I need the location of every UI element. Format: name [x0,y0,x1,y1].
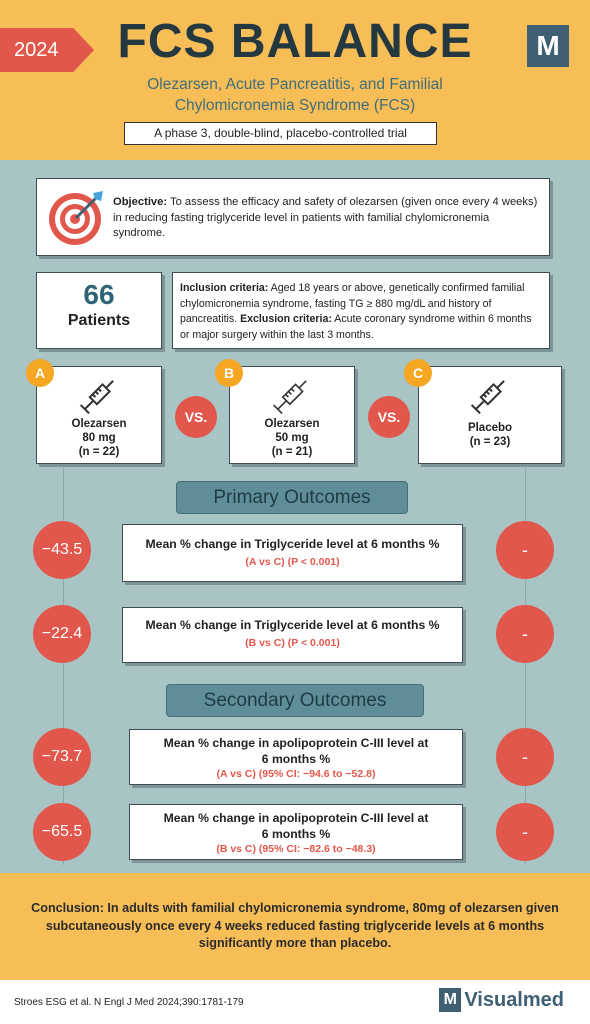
secondary-value-a: −73.7 [33,728,91,786]
arm-b-box: Olezarsen 50 mg (n = 21) [229,366,355,464]
syringe-icon [470,380,505,415]
arm-b-label: Olezarsen 50 mg (n = 21) [264,418,320,458]
primary-outcomes-heading: Primary Outcomes [176,481,408,514]
year-tag: 2024 [0,28,94,72]
target-icon [49,191,103,245]
citation: Stroes ESG et al. N Engl J Med 2024;390:… [14,997,244,1008]
criteria-box: Inclusion criteria: Aged 18 years or abo… [172,272,550,349]
visualmed-wordmark: Visualmed [464,988,564,1011]
footer: Stroes ESG et al. N Engl J Med 2024;390:… [0,980,590,1024]
arm-c-box: Placebo (n = 23) [418,366,562,464]
syringe-icon [273,380,307,414]
primary-outcome-box-b: Mean % change in Triglyceride level at 6… [122,607,463,663]
conclusion-section: Conclusion: In adults with familial chyl… [0,873,590,980]
visualmed-logo[interactable]: M Visualmed [439,988,564,1016]
header: 2024 FCS BALANCE M Olezarsen, Acute Panc… [0,0,590,160]
subtitle: Olezarsen, Acute Pancreatitis, and Famil… [147,76,443,114]
secondary-value-b: −65.5 [33,803,91,861]
page-title: FCS BALANCE [117,15,473,68]
syringe-icon [79,380,114,415]
m-logo-icon: M [527,25,569,67]
arm-b-badge: B [215,359,243,387]
objective-box: Objective: To assess the efficacy and sa… [36,178,550,256]
patients-box: 66 Patients [36,272,162,349]
outcome-stat: (B vs C) (P < 0.001) [245,637,340,649]
primary-value-b: −22.4 [33,605,91,663]
placebo-value: - [496,521,554,579]
arm-a-box: Olezarsen 80 mg (n = 22) [36,366,162,464]
arm-c-badge: C [404,359,432,387]
vs-badge: VS. [368,396,410,438]
primary-value-a: −43.5 [33,521,91,579]
outcome-title: Mean % change in Triglyceride level at 6… [145,618,440,632]
outcome-stat: (B vs C) (95% CI: −82.6 to −48.3) [216,843,376,855]
objective-text: Objective: To assess the efficacy and sa… [113,196,538,239]
guide-line-right [525,465,526,865]
conclusion-text: Conclusion: In adults with familial chyl… [31,901,559,950]
criteria-text: Inclusion criteria: Aged 18 years or abo… [180,282,532,341]
visualmed-m-icon: M [439,988,462,1012]
arm-a-label: Olezarsen 80 mg (n = 22) [71,418,127,458]
patient-count: 66 [83,279,115,310]
outcome-stat: (A vs C) (P < 0.001) [245,556,340,568]
arm-a-badge: A [26,359,54,387]
secondary-outcome-box-b: Mean % change in apolipoprotein C-III le… [129,804,463,860]
trial-design: A phase 3, double-blind, placebo-control… [124,122,437,145]
outcome-stat: (A vs C) (95% CI: −94.6 to −52.8) [216,768,376,780]
patient-label: Patients [67,312,131,329]
primary-outcome-box-a: Mean % change in Triglyceride level at 6… [122,524,463,582]
guide-line-left [63,465,64,865]
secondary-outcomes-heading: Secondary Outcomes [166,684,424,717]
arm-c-label: Placebo (n = 23) [467,422,513,448]
vs-badge: VS. [175,396,217,438]
placebo-value: - [496,728,554,786]
secondary-outcome-box-a: Mean % change in apolipoprotein C-III le… [129,729,463,785]
outcome-title: Mean % change in Triglyceride level at 6… [145,537,440,551]
placebo-value: - [496,803,554,861]
placebo-value: - [496,605,554,663]
outcome-title: Mean % change in apolipoprotein C-III le… [163,736,429,766]
outcome-title: Mean % change in apolipoprotein C-III le… [163,811,429,841]
